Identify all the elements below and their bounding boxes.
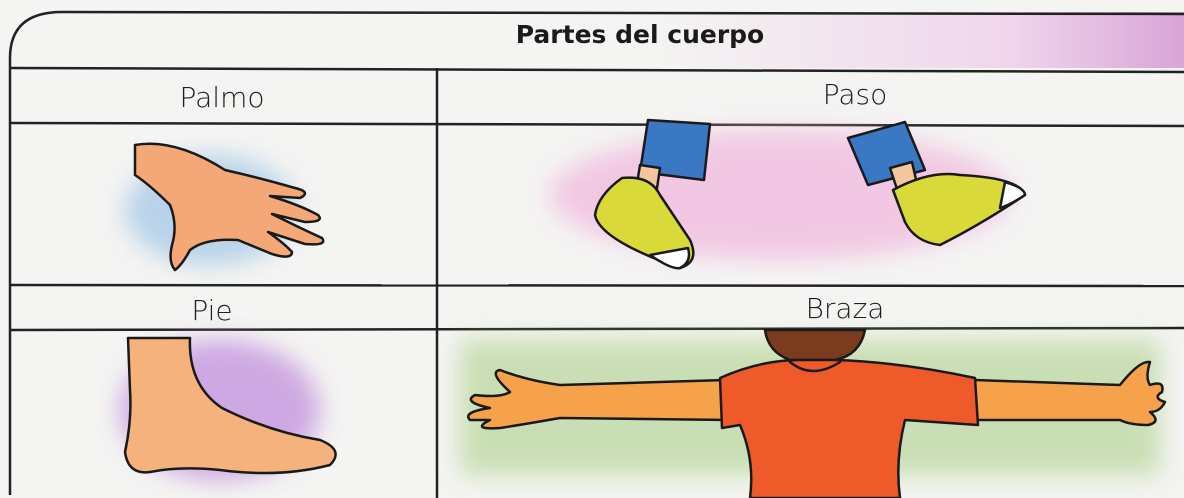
illustration-shape [133,142,325,272]
cell-label: Braza [806,292,885,325]
illustration-shape [467,368,732,430]
row-rule [9,326,1184,332]
title-band [10,12,1184,68]
foot-illustration [120,336,337,480]
table-rules [8,10,1184,498]
row-rule [9,283,1184,288]
steps-illustration [550,118,1027,270]
illustration-shape [763,328,867,362]
row-rule [9,66,1184,74]
illustration-shape [123,336,337,475]
illustration-shape [638,118,712,182]
cell-label: Palmo [180,81,265,114]
cell-label: Pie [191,294,232,327]
illustration-shape [973,360,1167,427]
illustration-shape [648,246,691,270]
arm-span-illustration [460,328,1167,498]
row-rule [9,121,1184,128]
hand-illustration [125,142,325,272]
illustration-shape [718,358,980,498]
table-border [8,10,1184,495]
table-title: Partes del cuerpo [516,20,764,49]
illustration-shape [788,360,842,373]
illustration-shape [998,180,1027,210]
cell-label: Paso [823,78,888,111]
